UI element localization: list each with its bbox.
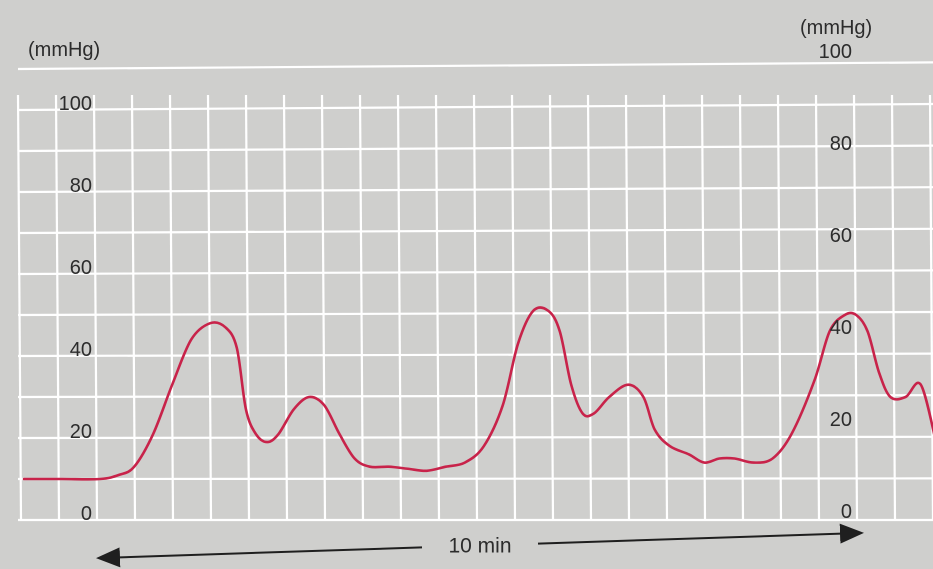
grid-line-v	[662, 94, 669, 521]
grid-line-v	[624, 94, 631, 521]
left-tick-label: 100	[59, 93, 92, 115]
chart-grid	[16, 61, 933, 522]
grid-line-v	[548, 94, 555, 521]
right-tick-label: 40	[830, 317, 852, 339]
left-axis-ticks: 0 20 40 60 80 100	[59, 93, 92, 525]
grid-line-v	[586, 94, 593, 521]
right-tick-label: 20	[830, 409, 852, 431]
left-tick-label: 0	[81, 503, 92, 525]
right-tick-label: 0	[841, 501, 852, 523]
grid-line-v	[814, 94, 821, 521]
left-tick-label: 60	[70, 257, 92, 279]
grid-line-v	[16, 94, 23, 521]
duration-arrow-right	[537, 523, 864, 545]
left-axis-unit: (mmHg)	[28, 39, 100, 61]
grid-line-h	[17, 144, 933, 153]
grid-line-v	[358, 94, 365, 521]
left-tick-label: 40	[70, 339, 92, 361]
grid-line-h	[17, 477, 933, 481]
right-tick-label: 100	[819, 41, 852, 63]
grid-line-v	[890, 94, 897, 521]
grid-line-v	[206, 94, 213, 521]
grid-line-v	[738, 94, 745, 521]
grid-line-v	[700, 94, 707, 521]
grid-line-v	[396, 94, 403, 521]
grid-line-v	[168, 94, 175, 521]
series-group	[22, 306, 933, 481]
grid-line-h	[17, 61, 933, 71]
duration-arrow-left	[96, 546, 423, 568]
duration-arrow: 10 min	[96, 523, 864, 568]
duration-label: 10 min	[448, 535, 511, 558]
right-axis-unit: (mmHg)	[800, 17, 872, 39]
grid-line-v	[434, 94, 441, 521]
grid-line-h	[17, 102, 933, 112]
grid-line-v	[54, 94, 61, 521]
grid-line-v	[472, 94, 479, 521]
grid-line-v	[776, 94, 783, 521]
grid-line-v	[244, 94, 251, 521]
right-tick-label: 80	[830, 133, 852, 155]
right-tick-label: 60	[830, 225, 852, 247]
grid-line-v	[92, 94, 99, 521]
pressure-series-line	[22, 306, 933, 481]
grid-line-v	[130, 94, 137, 521]
grid-line-v	[282, 94, 289, 521]
grid-line-v	[510, 94, 517, 521]
grid-line-v	[852, 94, 859, 521]
left-tick-label: 80	[70, 175, 92, 197]
grid-line-v	[320, 94, 327, 521]
right-axis-ticks: 0 20 40 60 80 100	[819, 41, 852, 523]
left-tick-label: 20	[70, 421, 92, 443]
